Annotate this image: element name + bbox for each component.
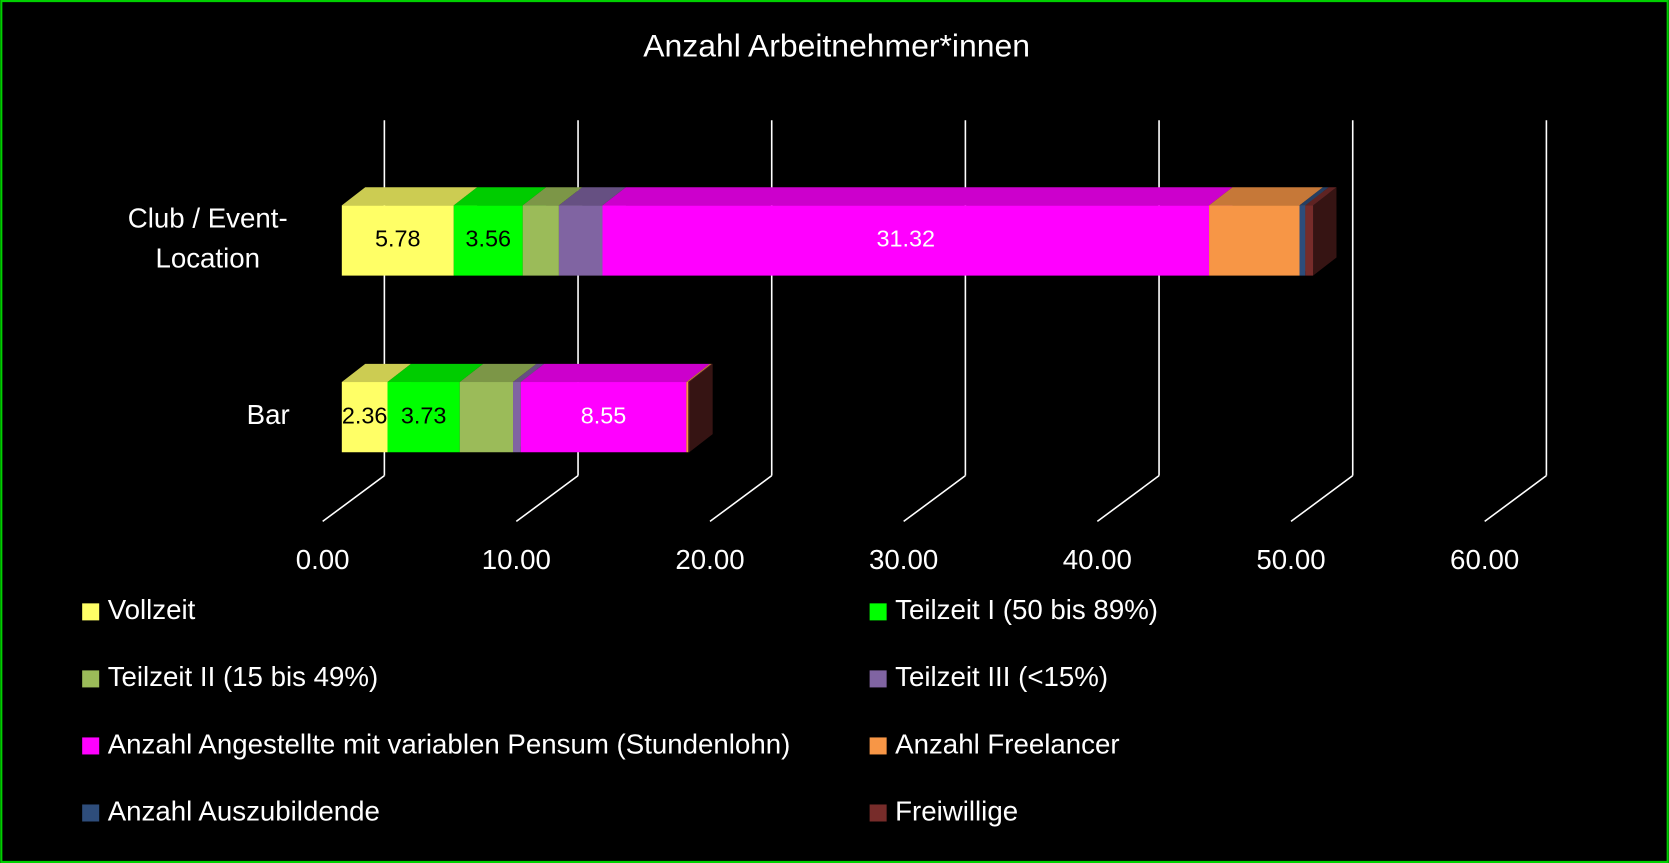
grid-line-floor <box>1290 475 1354 523</box>
legend-label: Freiwillige <box>895 795 1018 826</box>
data-label: 3.73 <box>401 402 447 428</box>
legend-swatch <box>869 737 887 755</box>
grid-line-floor <box>1484 475 1547 523</box>
grid-line-floor <box>515 475 579 523</box>
x-tick-label: 0.00 <box>296 544 350 575</box>
bar <box>522 205 559 276</box>
bar-top <box>513 363 545 383</box>
legend-swatch <box>82 603 100 621</box>
bar-top <box>453 187 547 206</box>
bar-top <box>520 363 710 383</box>
legend-label: Anzahl Auszubildende <box>108 795 380 826</box>
bar-top <box>1299 187 1329 206</box>
x-tick-label: 10.00 <box>482 544 551 575</box>
bar <box>341 205 454 276</box>
legend-label: Teilzeit I (50 bis 89%) <box>895 594 1158 625</box>
bar-top <box>558 187 626 206</box>
bar-top <box>341 187 478 206</box>
bar-top <box>459 363 537 383</box>
bar <box>558 205 603 276</box>
bar <box>1305 205 1314 276</box>
legend-swatch <box>869 804 887 822</box>
bar <box>459 382 514 453</box>
legend-swatch <box>869 670 887 688</box>
legend-label: Teilzeit II (15 bis 49%) <box>108 661 379 692</box>
grid-line-floor <box>1096 475 1160 523</box>
y-tick-label: Club / Event-Location <box>128 203 288 274</box>
bar-side <box>689 363 713 453</box>
chart-title: Anzahl Arbeitnehmer*innen <box>643 27 1030 63</box>
legend-label: Anzahl Angestellte mit variablen Pensum … <box>108 728 791 759</box>
legend-swatch <box>82 670 100 688</box>
y-tick-label: Bar <box>247 399 290 430</box>
bar-top <box>602 187 1233 206</box>
bar <box>513 382 521 453</box>
x-tick-label: 40.00 <box>1063 544 1132 575</box>
bar-side <box>1313 187 1337 276</box>
bar <box>520 382 687 453</box>
bar-top <box>1305 187 1337 206</box>
bar <box>341 382 388 453</box>
bar-top <box>1209 187 1323 206</box>
bar <box>1209 205 1300 276</box>
data-label: 5.78 <box>375 226 421 252</box>
data-label: 8.55 <box>581 402 627 428</box>
legend-swatch <box>869 603 887 621</box>
bar <box>387 382 460 453</box>
grid-line-floor <box>322 475 385 523</box>
x-tick-label: 20.00 <box>675 544 744 575</box>
data-label: 2.36 <box>342 402 388 428</box>
legend-label: Vollzeit <box>108 594 196 625</box>
grid-line-floor <box>709 475 773 523</box>
legend-swatch <box>82 804 100 822</box>
data-label: 3.56 <box>465 226 511 252</box>
bar <box>453 205 523 276</box>
bar-top <box>522 187 583 206</box>
bar-top <box>387 363 484 383</box>
data-label: 31.32 <box>876 226 935 252</box>
x-tick-label: 60.00 <box>1450 544 1519 575</box>
bar <box>688 382 690 453</box>
legend-swatch <box>82 737 100 755</box>
bar-top <box>341 363 411 383</box>
x-tick-label: 30.00 <box>869 544 938 575</box>
bar <box>1299 205 1306 276</box>
legend-label: Anzahl Freelancer <box>895 728 1119 759</box>
legend-label: Teilzeit III (<15%) <box>895 661 1108 692</box>
bar <box>686 382 689 453</box>
bar-top <box>688 363 713 383</box>
bar-top <box>686 363 712 383</box>
grid-line-floor <box>903 475 966 523</box>
x-tick-label: 50.00 <box>1256 544 1325 575</box>
bar <box>602 205 1210 276</box>
